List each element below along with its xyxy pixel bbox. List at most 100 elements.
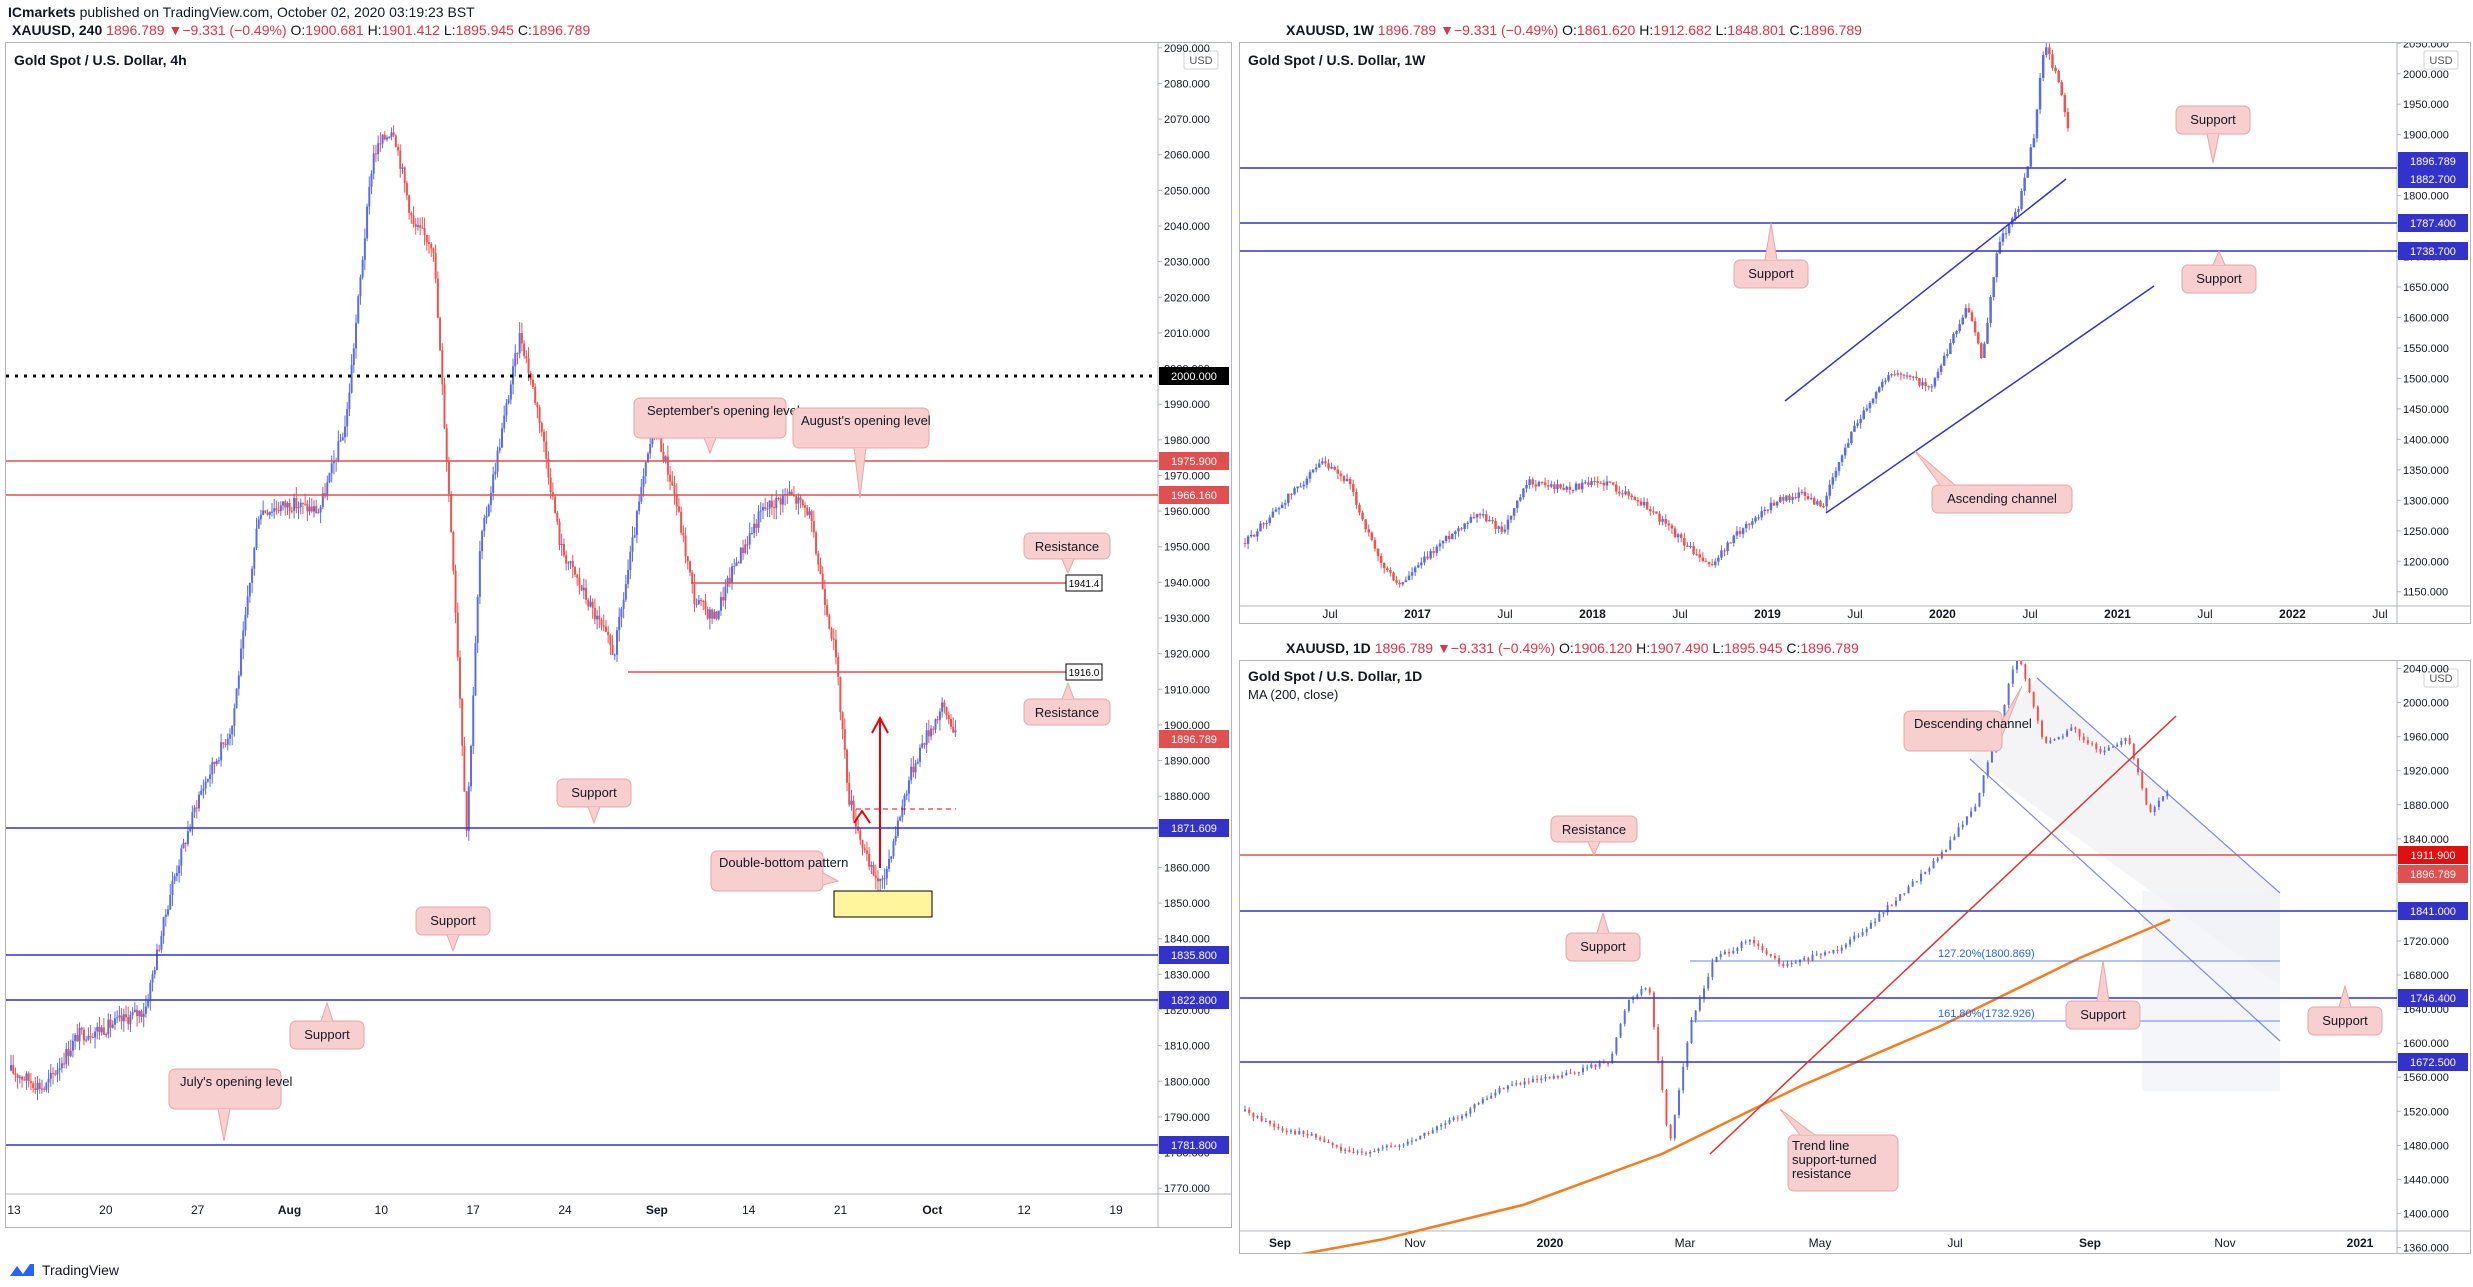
candle-body [1314,467,1318,470]
candle-body [1485,514,1488,522]
callout-descending-channel[interactable]: Descending channel [1903,685,2032,752]
chart-4h-svg[interactable]: Gold Spot / U.S. Dollar, 4h USD 2090.000… [6,43,1231,1227]
callout-support-1672[interactable]: Support [2307,984,2383,1036]
callout-july-open[interactable]: July's opening level [168,1068,292,1142]
callout-ascending-channel[interactable]: Ascending channel [1914,450,2073,514]
candle-body [1819,501,1822,507]
callout-august-open[interactable]: August's opening level [792,407,931,499]
candle-body [562,543,565,556]
callout-double-bottom[interactable]: Double-bottom pattern [710,850,848,892]
chart-1w-svg[interactable]: Gold Spot / U.S. Dollar, 1W USD 2050.000… [1240,43,2470,623]
candle-body [492,474,495,493]
candle-body [863,848,866,851]
callout-trendline[interactable]: Trend line support-turned resistance [1779,1108,1899,1192]
callout-support-lower[interactable]: Support [2181,249,2257,294]
callout-support-1841[interactable]: Support [1565,911,1641,962]
svg-text:Support: Support [2080,1007,2126,1022]
candle-body [1714,561,1717,566]
candle-body [912,766,915,773]
callout-support-1822[interactable]: Support [289,1001,365,1050]
callout-september-open[interactable]: September's opening level [633,397,800,455]
candle-body [1536,1078,1539,1081]
candle-body [52,1073,55,1075]
candle-body [158,949,161,951]
candle-body [1369,1152,1372,1154]
candle-body [237,675,240,689]
candle-body [2103,750,2106,753]
candle-body [54,1073,57,1075]
channel-lower-line [1825,285,2155,514]
candle-body [1974,806,1977,812]
candle-body [1884,380,1887,382]
candle-body [1268,517,1271,523]
candle-body [372,153,375,174]
candle-body [1869,922,1872,929]
candle-body [1531,479,1534,485]
candle-body [1861,932,1864,936]
callout-support-1746[interactable]: Support [2065,960,2141,1030]
candle-body [434,252,437,279]
candle-body [2061,736,2064,738]
y-tick-label: 1900.000 [2403,130,2449,142]
callout-support-upper[interactable]: Support [2175,105,2251,164]
candle-body [408,195,411,213]
y-tick-label: 1440.000 [2403,1174,2449,1186]
candle-body [540,422,543,432]
callout-resistance[interactable]: Resistance [1550,815,1638,857]
chart-1d-svg[interactable]: Gold Spot / U.S. Dollar, 1D MA (200, clo… [1240,661,2470,1253]
callout-support-1835[interactable]: Support [415,906,491,953]
price-tag-1975: 1975.900 [1159,452,1229,470]
x-tick-label: 2021 [2347,1236,2374,1250]
candle-body [1565,486,1568,490]
candle-body [142,1013,145,1017]
chart-pane-4h[interactable]: Gold Spot / U.S. Dollar, 4h USD 2090.000… [5,42,1232,1228]
candle-body [397,146,400,151]
candle-body [832,638,835,640]
candle-body [1677,1090,1680,1116]
candle-body [304,503,307,505]
callout-resistance-1916[interactable]: Resistance [1023,681,1111,726]
candle-body [660,434,663,452]
candle-body [848,782,851,805]
callout-support-left[interactable]: Support [1733,222,1809,289]
candle-body [379,143,382,145]
candle-body [2149,804,2152,813]
candle-body [184,842,187,844]
candle-body [352,348,355,366]
callout-resistance-1941[interactable]: Resistance [1023,532,1111,575]
price-tag-last: 1896.789 [1159,730,1229,748]
candle-body [2001,233,2005,242]
candle-body [2057,736,2060,740]
tradingview-brand[interactable]: TradingView [8,1262,119,1278]
candle-body [1392,572,1395,581]
candle-body [806,507,809,515]
callout-support-1871[interactable]: Support [556,778,632,825]
svg-text:Support: Support [430,913,476,928]
candle-body [255,528,258,548]
candle-body [69,1050,72,1057]
candle-body [737,562,740,564]
candle-body [2045,47,2048,55]
candle-body [770,500,773,508]
candle-body [1389,570,1392,573]
y-tick-label: 1680.000 [2403,970,2449,982]
candle-body [558,521,561,546]
candle-body [739,547,742,564]
candle-body [385,137,388,140]
candle-body [1447,535,1451,540]
change-label: −9.331 (−0.49%) [1450,640,1556,656]
candle-body [1657,1026,1660,1061]
chart-pane-1w[interactable]: Gold Spot / U.S. Dollar, 1W USD 2050.000… [1239,42,2471,624]
candle-body [1849,939,1852,945]
candle-body [1874,921,1877,923]
candles [10,125,957,1101]
candle-body [1528,479,1531,486]
candle-body [235,688,238,709]
candle-body [1465,1113,1468,1117]
candle-body [439,317,442,351]
candle-body [147,1000,150,1007]
candle-body [1765,950,1768,955]
candle-body [209,774,212,779]
svg-text:Support: Support [2322,1013,2368,1028]
chart-pane-1d[interactable]: Gold Spot / U.S. Dollar, 1D MA (200, clo… [1239,660,2471,1254]
